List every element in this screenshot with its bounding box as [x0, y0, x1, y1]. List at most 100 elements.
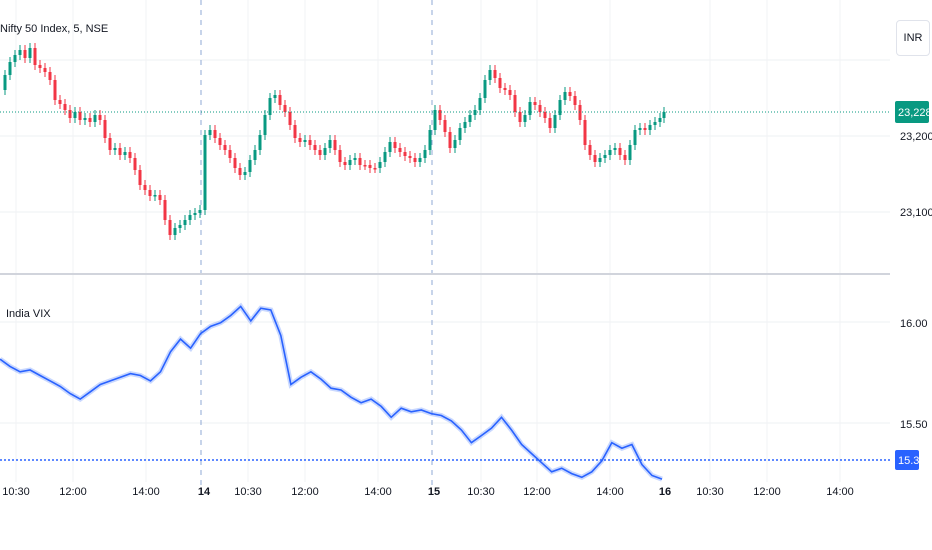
candle-body [358, 158, 362, 165]
candle-body [3, 75, 7, 90]
candle-body [308, 140, 312, 145]
vix-last-value-badge [895, 450, 919, 470]
candle-body [248, 160, 252, 172]
time-tick-label: 10:30 [234, 486, 262, 498]
time-tick-label: 12:00 [753, 486, 781, 498]
candle-body [478, 98, 482, 110]
candle-body [438, 110, 442, 120]
candle-body [203, 135, 207, 210]
candle-body [468, 115, 472, 122]
currency-button[interactable]: INR [896, 20, 930, 56]
time-tick-label: 10:30 [467, 486, 495, 498]
candle-body [488, 70, 492, 80]
time-axis[interactable]: 10:30 12:00 14:00 14 10:30 12:00 14:00 15 10:30 1… [2, 486, 854, 498]
time-tick-label: 14:00 [826, 486, 854, 498]
candle-body [158, 195, 162, 200]
candle-body [258, 135, 262, 150]
time-tick-label: 14:00 [132, 486, 160, 498]
candle-body [288, 112, 292, 125]
candle-body [188, 215, 192, 220]
candle-body [168, 220, 172, 235]
candle-body [453, 140, 457, 148]
candle-body [623, 155, 627, 160]
candle-body [283, 105, 287, 112]
candle-body [573, 96, 577, 105]
candle-body [558, 100, 562, 115]
candle-body [318, 150, 322, 155]
price-scale[interactable]: 23,200.00 23,100.00 23,228.55 16.00 15.5… [895, 101, 932, 470]
candle-body [373, 168, 377, 170]
candle-body [38, 65, 42, 68]
day-separators [200, 0, 433, 490]
candle-body [333, 140, 337, 150]
candle-body [593, 155, 597, 162]
candle-body [643, 128, 647, 130]
candle-body [273, 95, 277, 98]
time-tick-label: 14 [198, 486, 211, 498]
time-tick-label: 14:00 [596, 486, 624, 498]
candlestick-series [3, 43, 666, 240]
candle-body [53, 80, 57, 100]
symbol-title[interactable]: Nifty 50 Index, 5, NSE [0, 23, 108, 35]
candle-body [128, 152, 132, 158]
candle-body [48, 72, 52, 80]
candle-body [133, 158, 137, 170]
candle-body [263, 115, 267, 135]
candle-body [363, 165, 367, 167]
candle-body [303, 140, 307, 142]
last-price-value: 23,228.55 [898, 107, 932, 119]
candle-body [662, 112, 666, 118]
candle-body [418, 158, 422, 162]
candle-body [553, 115, 557, 128]
candle-body [138, 170, 142, 185]
candle-body [58, 100, 62, 104]
candle-body [513, 95, 517, 112]
candle-body [313, 145, 317, 150]
candle-body [448, 132, 452, 148]
candle-body [233, 158, 237, 168]
candle-body [353, 158, 357, 160]
candle-body [113, 148, 117, 150]
candle-body [498, 78, 502, 88]
candle-body [458, 128, 462, 140]
candle-body [243, 172, 247, 175]
candle-body [198, 210, 202, 213]
vix-title[interactable]: India VIX [6, 308, 51, 320]
last-price-badge [895, 101, 929, 123]
candle-body [193, 213, 197, 215]
candle-body [518, 112, 522, 122]
vix-line-shadow [0, 302, 663, 482]
vix-last-value: 15.30 [898, 455, 926, 467]
candle-body [543, 112, 547, 118]
candle-body [538, 105, 542, 112]
candle-body [348, 160, 352, 165]
candle-body [173, 228, 177, 235]
candle-body [8, 62, 12, 75]
candle-body [563, 92, 567, 100]
candle-body [493, 70, 497, 78]
time-tick-label: 16 [659, 486, 671, 498]
candle-body [123, 152, 127, 155]
candle-body [213, 130, 217, 138]
candle-body [413, 158, 417, 162]
candle-body [408, 156, 412, 158]
candle-body [108, 138, 112, 150]
candle-body [93, 115, 97, 122]
candle-body [548, 118, 552, 128]
candle-body [568, 92, 572, 96]
candle-body [43, 68, 47, 72]
candle-body [638, 128, 642, 130]
vix-line [0, 305, 663, 480]
candle-body [523, 115, 527, 122]
candle-body [443, 120, 447, 132]
candle-body [528, 102, 532, 115]
candle-body [388, 142, 392, 152]
candle-body [33, 48, 37, 65]
candle-body [603, 155, 607, 158]
candle-body [613, 148, 617, 150]
candle-body [18, 50, 22, 55]
candle-body [253, 150, 257, 160]
candle-body [398, 148, 402, 152]
candle-body [98, 115, 102, 120]
